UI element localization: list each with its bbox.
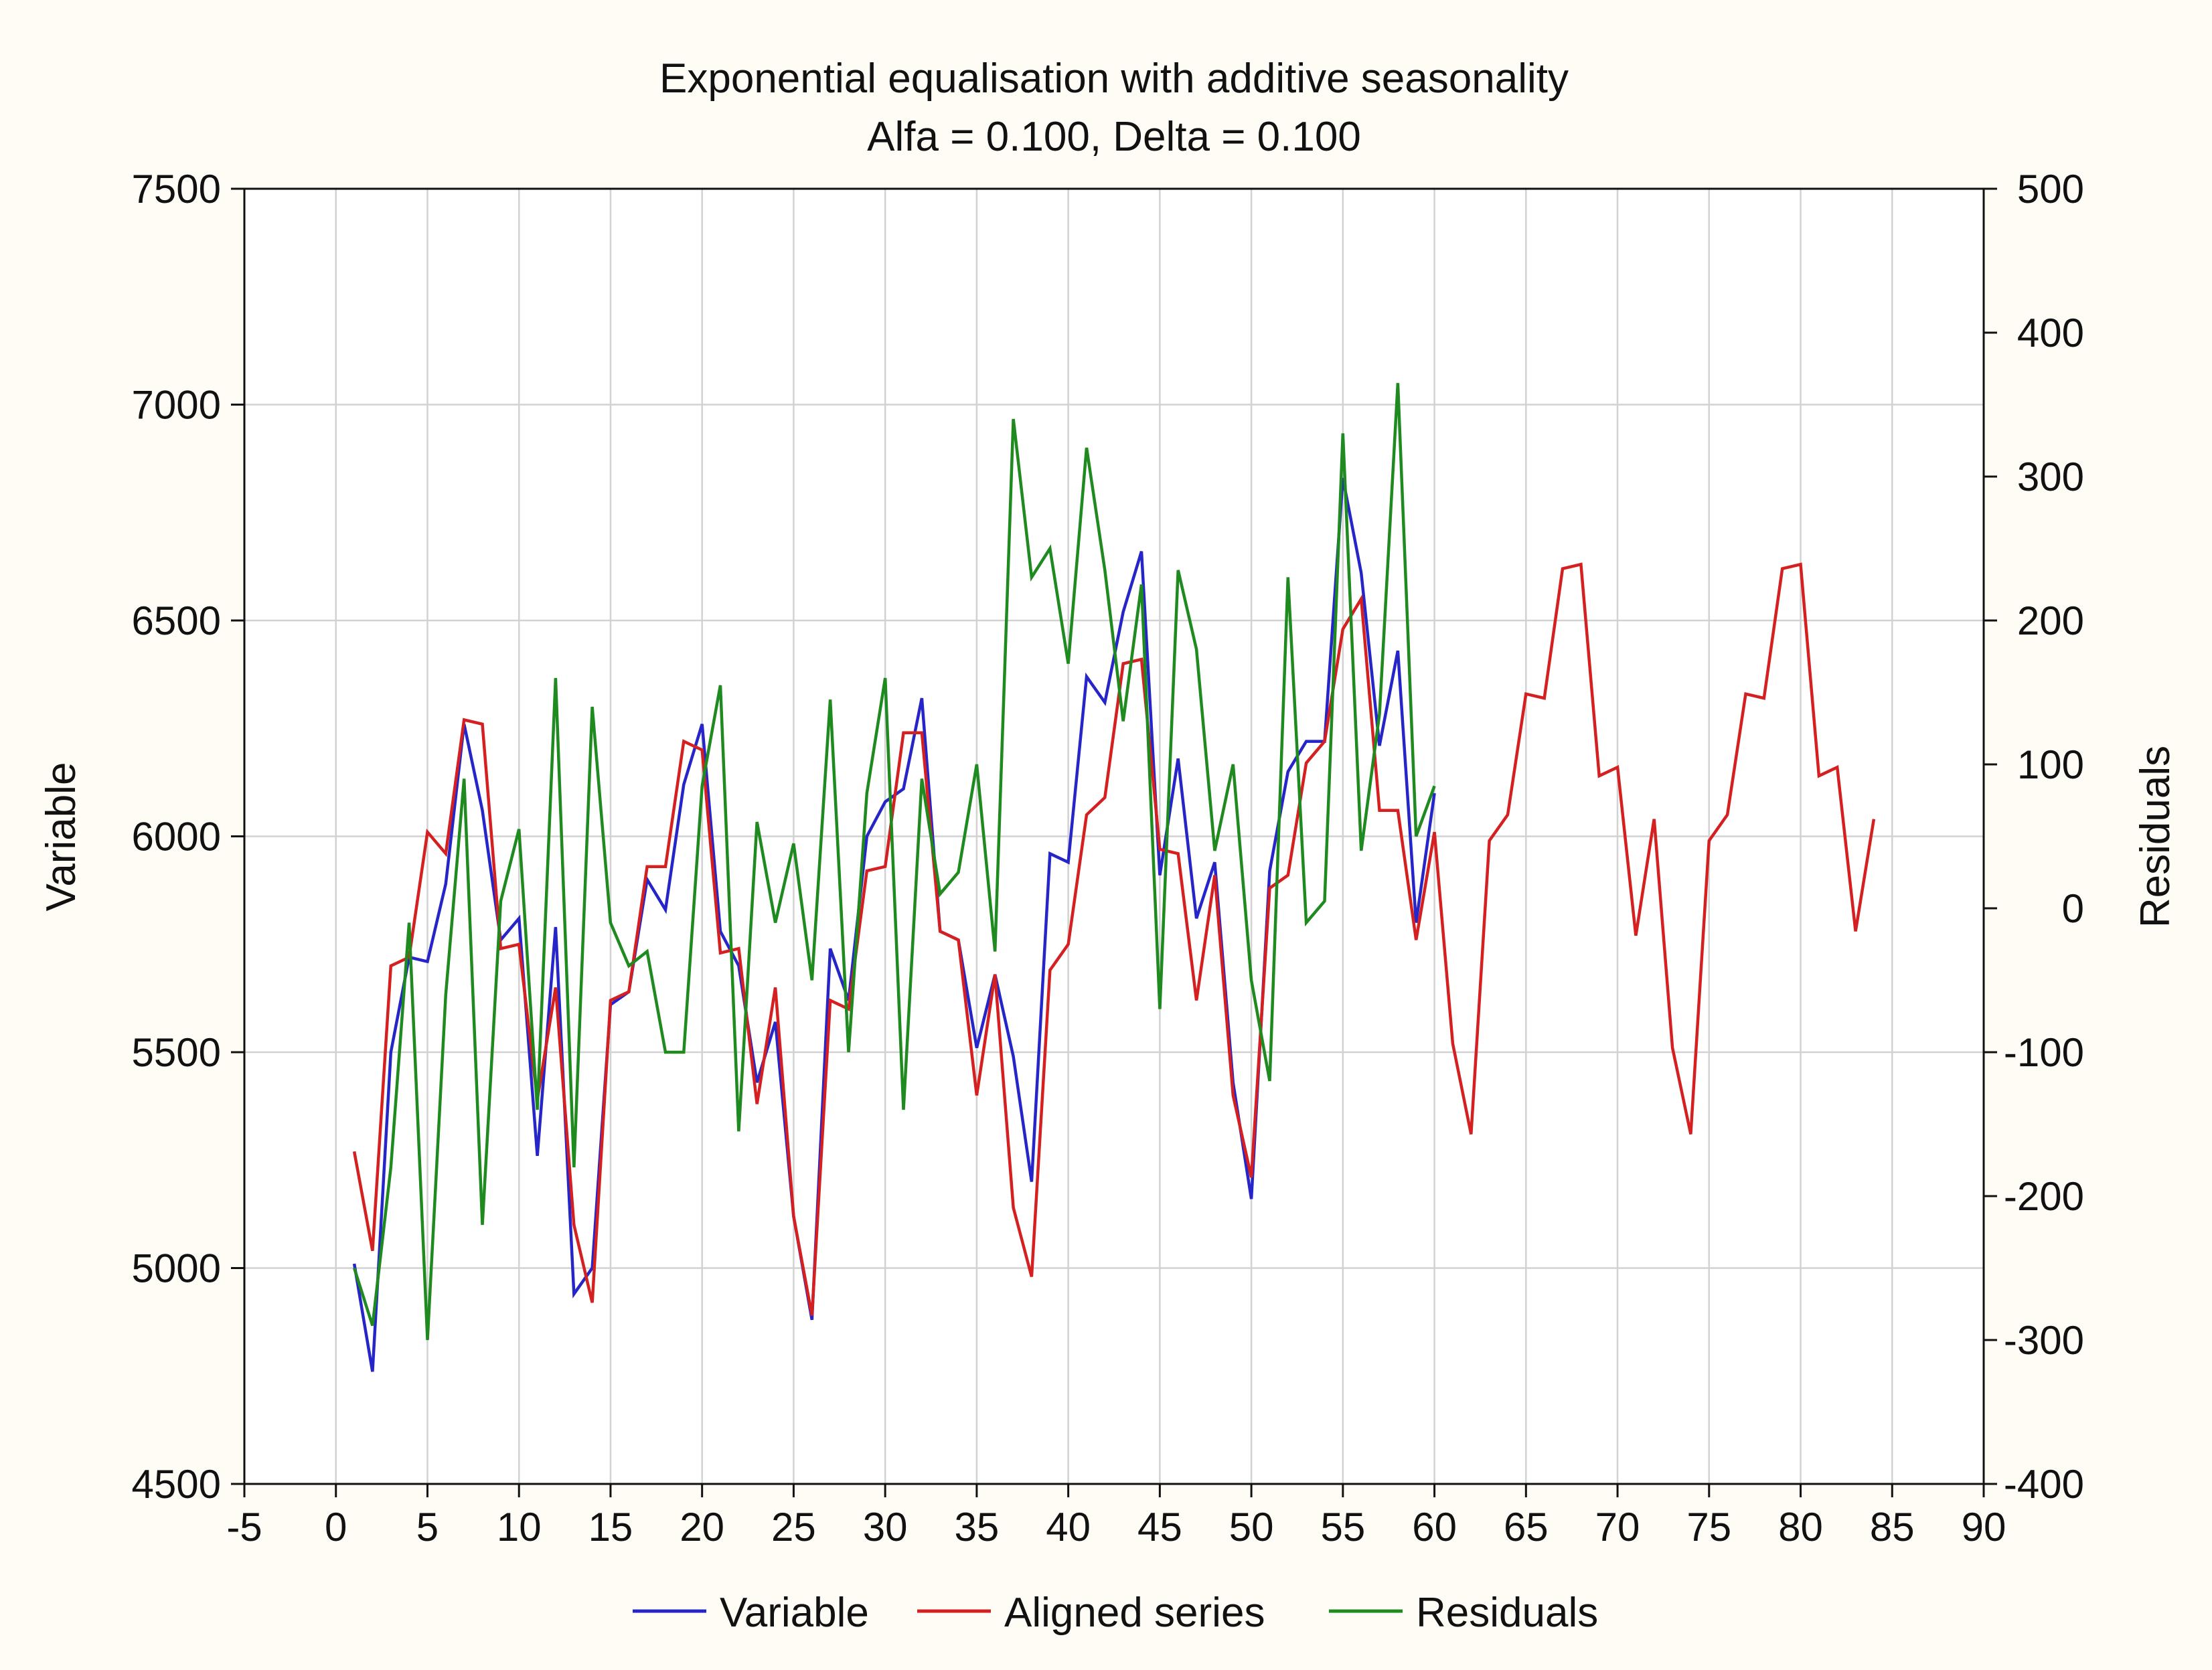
y2-tick-label: 0 — [2062, 886, 2084, 931]
x-tick-label: 55 — [1320, 1505, 1365, 1550]
y-tick-label: 4500 — [132, 1462, 221, 1507]
chart-subtitle: Alfa = 0.100, Delta = 0.100 — [867, 114, 1361, 160]
legend: Variable Aligned series Residuals — [633, 1590, 1598, 1636]
x-tick-label: 10 — [497, 1505, 542, 1550]
series-line-residuals — [352, 383, 1436, 1341]
grid — [244, 189, 1984, 1484]
y-tick-label: 7000 — [132, 383, 221, 428]
x-tick-label: 65 — [1504, 1505, 1549, 1550]
x-tick-label: 45 — [1137, 1505, 1182, 1550]
legend-label-aligned-series: Aligned series — [1004, 1590, 1265, 1636]
chart-title: Exponential equalisation with additive s… — [659, 56, 1569, 102]
x-tick-label: 15 — [588, 1505, 633, 1550]
x-tick-label: 5 — [416, 1505, 439, 1550]
y2-tick-label: -200 — [2004, 1174, 2084, 1219]
x-tick-label: 20 — [680, 1505, 724, 1550]
x-tick-label: 25 — [771, 1505, 816, 1550]
x-tick-label: 85 — [1870, 1505, 1915, 1550]
y-tick-label: 5500 — [132, 1030, 221, 1075]
y2-tick-label: 100 — [2017, 742, 2084, 787]
y2-tick-label: -100 — [2004, 1030, 2084, 1075]
x-tick-label: 70 — [1595, 1505, 1640, 1550]
x-tick-label: 40 — [1046, 1505, 1091, 1550]
y-tick-label: 6000 — [132, 815, 221, 859]
legend-label-residuals: Residuals — [1416, 1590, 1598, 1636]
x-tick-label: 50 — [1229, 1505, 1274, 1550]
y-tick-label: 5000 — [132, 1246, 221, 1291]
y2-tick-label: 400 — [2017, 311, 2084, 355]
y-tick-label: 6500 — [132, 598, 221, 643]
y2-tick-label: 500 — [2017, 167, 2084, 212]
x-tick-label: -5 — [226, 1505, 262, 1550]
x-tick-label: 75 — [1686, 1505, 1731, 1550]
x-tick-label: 60 — [1412, 1505, 1457, 1550]
legend-label-variable: Variable — [720, 1590, 869, 1636]
y-axis-title: Variable — [38, 762, 84, 912]
series-line-aligned-series — [352, 562, 1876, 1316]
x-tick-label: 35 — [955, 1505, 1000, 1550]
x-tick-label: 0 — [325, 1505, 347, 1550]
y2-axis-title: Residuals — [2132, 746, 2179, 928]
y2-tick-label: 300 — [2017, 454, 2084, 499]
x-tick-label: 90 — [1962, 1505, 2006, 1550]
x-tick-label: 30 — [863, 1505, 908, 1550]
y2-tick-label: -300 — [2004, 1318, 2084, 1363]
y-tick-label: 7500 — [132, 167, 221, 212]
x-tick-label: 80 — [1778, 1505, 1823, 1550]
series-lines — [352, 383, 1876, 1372]
y2-tick-label: -400 — [2004, 1462, 2084, 1507]
y2-tick-label: 200 — [2017, 598, 2084, 643]
axis-ticks: -5 0 5 10 15 20 25 30 35 40 45 50 55 60 65 70 75 80 85 90 45… — [132, 167, 2084, 1550]
